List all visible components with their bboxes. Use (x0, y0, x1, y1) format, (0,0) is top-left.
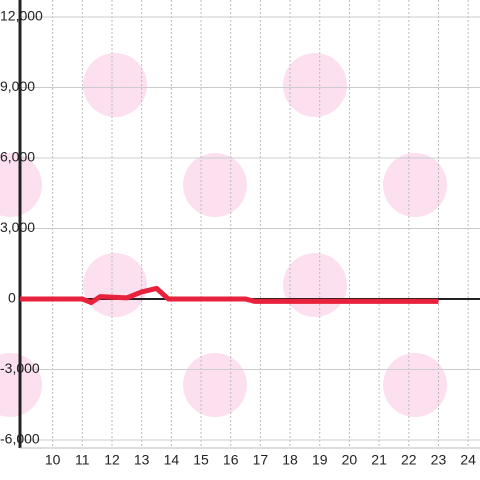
y-tick-label: 12,000 (0, 8, 43, 24)
data-line (20, 285, 439, 306)
x-tick-label: 21 (371, 452, 387, 468)
y-tick-label: 9,000 (0, 78, 35, 94)
x-tick-label: 15 (193, 452, 209, 468)
x-tick-label: 13 (134, 452, 150, 468)
y-tick-label: 6,000 (0, 149, 35, 165)
x-tick-label: 19 (312, 452, 328, 468)
x-tick-label: 10 (45, 452, 61, 468)
x-tick-label: 14 (164, 452, 180, 468)
x-tick-label: 22 (401, 452, 417, 468)
x-tick-label: 18 (282, 452, 298, 468)
x-tick-label: 16 (223, 452, 239, 468)
x-tick-label: 11 (75, 452, 90, 468)
x-tick-label: 12 (104, 452, 120, 468)
x-tick-label: 17 (253, 452, 269, 468)
y-tick-label: 3,000 (0, 219, 35, 235)
watermarks (0, 53, 447, 417)
y-tick-label: 0 (8, 290, 16, 306)
x-tick-label: 24 (460, 452, 476, 468)
x-tick-label: 20 (342, 452, 358, 468)
x-tick-label: 23 (431, 452, 447, 468)
